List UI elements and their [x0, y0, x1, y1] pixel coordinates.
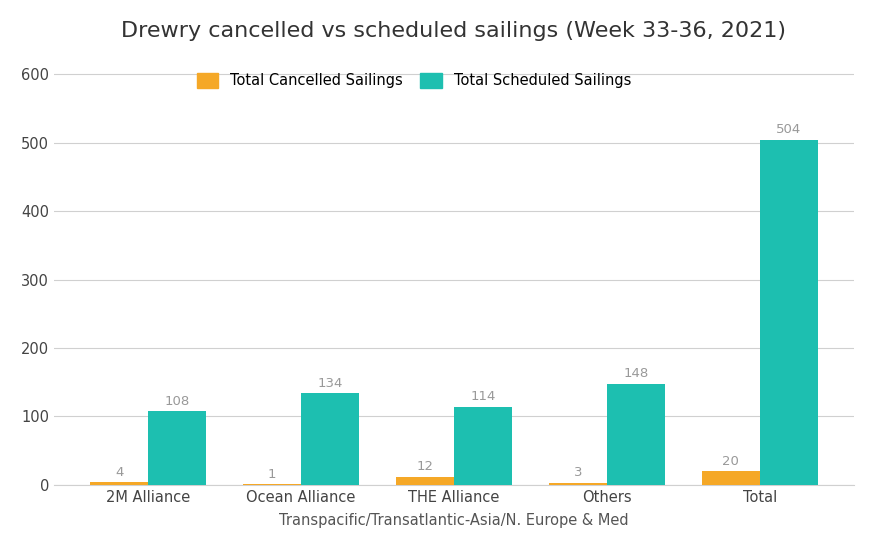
- Bar: [396, 477, 454, 485]
- X-axis label: Transpacific/Transatlantic-Asia/N. Europe & Med: Transpacific/Transatlantic-Asia/N. Europ…: [279, 513, 629, 528]
- Bar: [607, 384, 665, 485]
- Text: 504: 504: [776, 124, 802, 136]
- Text: 108: 108: [164, 395, 190, 407]
- Text: 1: 1: [268, 468, 276, 481]
- Text: 3: 3: [573, 467, 582, 479]
- Bar: [90, 482, 148, 485]
- Bar: [454, 407, 512, 485]
- Bar: [702, 471, 760, 485]
- Legend: Total Cancelled Sailings, Total Scheduled Sailings: Total Cancelled Sailings, Total Schedule…: [191, 68, 637, 94]
- Text: 134: 134: [318, 377, 343, 390]
- Text: 4: 4: [115, 466, 123, 479]
- Bar: [148, 411, 206, 485]
- Text: 114: 114: [471, 390, 496, 404]
- Bar: [301, 393, 360, 485]
- Text: 20: 20: [722, 455, 739, 468]
- Bar: [549, 483, 607, 485]
- Bar: [760, 140, 818, 485]
- Bar: [243, 484, 301, 485]
- Title: Drewry cancelled vs scheduled sailings (Week 33-36, 2021): Drewry cancelled vs scheduled sailings (…: [122, 21, 787, 41]
- Text: 12: 12: [416, 460, 433, 473]
- Text: 148: 148: [623, 367, 648, 380]
